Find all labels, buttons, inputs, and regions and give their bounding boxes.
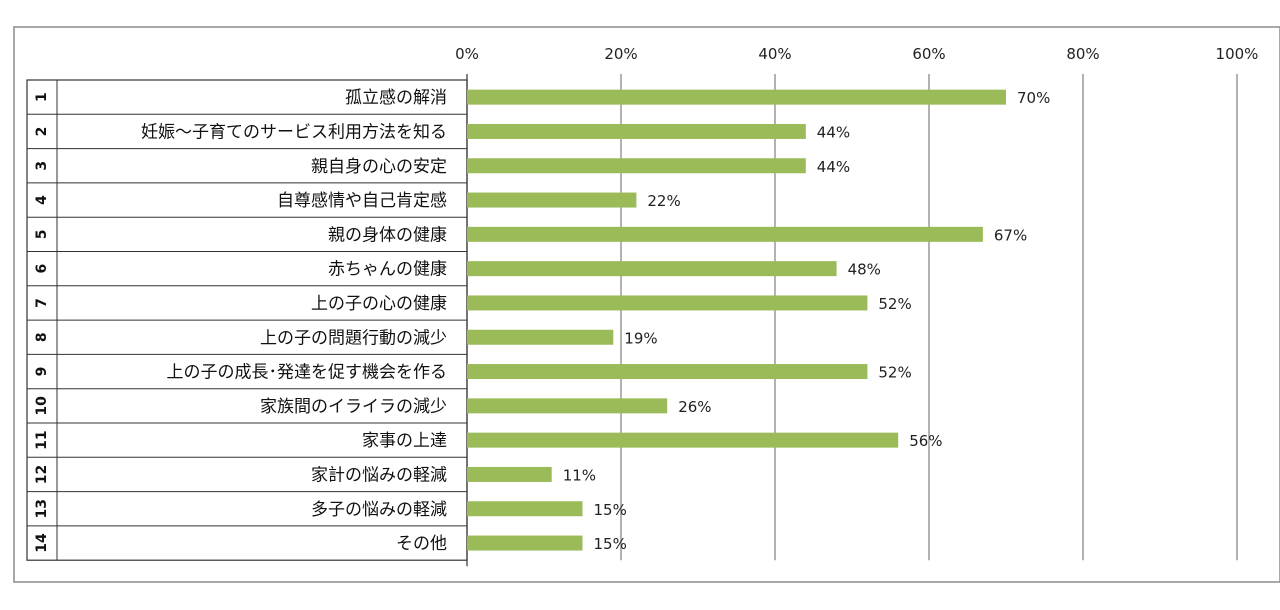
category-label: 家族間のイライラの減少 xyxy=(260,397,447,417)
category-number: 5 xyxy=(34,229,50,239)
bar xyxy=(467,398,668,414)
data-label: 56% xyxy=(909,432,942,450)
category-label: 自尊感情や自己肯定感 xyxy=(277,191,447,211)
category-labels: 孤立感の解消 1 妊娠～子育てのサービス利用方法を知る 2 親自身の心の安定 3 自尊感情や… xyxy=(34,88,447,554)
bar xyxy=(467,158,806,174)
category-label: 家事の上達 xyxy=(362,431,447,451)
data-label: 48% xyxy=(848,261,881,279)
bar xyxy=(467,432,899,448)
data-label: 15% xyxy=(594,501,627,519)
category-number: 8 xyxy=(34,332,50,342)
data-label: 44% xyxy=(817,123,850,141)
category-number: 4 xyxy=(34,195,50,205)
bar xyxy=(467,123,806,139)
data-label: 70% xyxy=(1017,89,1050,107)
bar xyxy=(467,261,837,277)
bar xyxy=(467,192,637,208)
x-tick-label: 80% xyxy=(1066,45,1099,63)
bar xyxy=(467,364,868,380)
category-label: 家計の悩みの軽減 xyxy=(311,465,447,485)
x-tick-label: 20% xyxy=(604,45,637,63)
category-label: 孤立感の解消 xyxy=(345,88,447,108)
category-number: 11 xyxy=(34,430,50,449)
gridlines xyxy=(466,74,1238,567)
category-label: 多子の悩みの軽減 xyxy=(311,500,447,520)
bar xyxy=(467,501,583,517)
x-tick-label: 100% xyxy=(1216,45,1259,63)
category-number: 10 xyxy=(34,396,50,416)
category-label: 上の子の成長･発達を促す機会を作る xyxy=(167,363,448,383)
data-label: 15% xyxy=(594,535,627,553)
x-tick-label: 40% xyxy=(758,45,791,63)
category-number: 3 xyxy=(34,161,50,171)
data-labels: 70% 44% 44% 22% 67% 48% 52% 19% 52% 26% 56% 11% 15% 1… xyxy=(563,89,1051,553)
bar xyxy=(467,295,868,311)
x-tick-label: 0% xyxy=(455,45,479,63)
category-number: 1 xyxy=(34,92,50,102)
bar xyxy=(467,89,1006,105)
data-label: 26% xyxy=(678,398,711,416)
category-label: 上の子の問題行動の減少 xyxy=(260,328,447,348)
category-label: 親自身の心の安定 xyxy=(311,157,447,177)
category-number: 14 xyxy=(34,533,50,553)
category-number: 7 xyxy=(34,298,50,308)
category-number: 12 xyxy=(34,465,50,484)
data-label: 11% xyxy=(563,466,596,484)
data-label: 52% xyxy=(878,364,911,382)
category-label: その他 xyxy=(396,534,447,554)
category-label: 上の子の心の健康 xyxy=(311,294,447,314)
bar xyxy=(467,226,983,242)
bar xyxy=(467,329,614,345)
category-label: 親の身体の健康 xyxy=(328,225,447,245)
category-label: 赤ちゃんの健康 xyxy=(328,260,447,280)
data-label: 44% xyxy=(817,158,850,176)
bar xyxy=(467,466,552,482)
category-number: 13 xyxy=(34,499,50,518)
data-label: 52% xyxy=(878,295,911,313)
bars xyxy=(467,89,1006,551)
bar xyxy=(467,535,583,551)
x-axis-ticks: 0% 20% 40% 60% 80% 100% xyxy=(455,45,1258,63)
data-label: 67% xyxy=(994,226,1027,244)
category-number: 9 xyxy=(34,367,50,377)
x-tick-label: 60% xyxy=(912,45,945,63)
data-label: 22% xyxy=(647,192,680,210)
category-number: 2 xyxy=(34,127,50,137)
category-number: 6 xyxy=(34,264,50,274)
category-label: 妊娠～子育てのサービス利用方法を知る xyxy=(141,122,447,142)
data-label: 19% xyxy=(624,329,657,347)
